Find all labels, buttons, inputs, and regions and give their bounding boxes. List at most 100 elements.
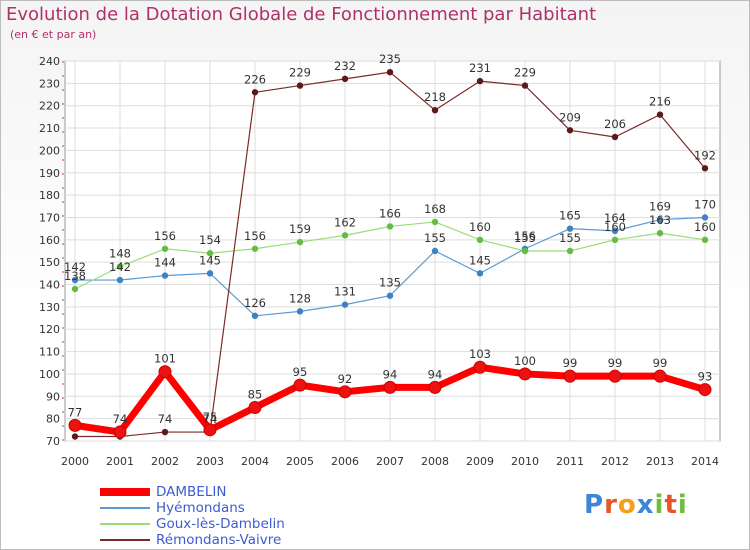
- data-label: 85: [248, 387, 263, 401]
- series-point-0: [608, 369, 622, 383]
- logo-letter: r: [604, 490, 618, 520]
- data-label: 162: [334, 215, 356, 229]
- x-tick-label: 2001: [106, 455, 134, 468]
- data-label: 99: [563, 356, 578, 370]
- series-point-1: [71, 276, 79, 284]
- legend-label: Rémondans-Vaivre: [156, 532, 282, 548]
- logo-letter: x: [636, 490, 655, 520]
- series-point-0: [473, 360, 487, 374]
- series-point-1: [431, 247, 439, 255]
- series-point-1: [161, 272, 169, 279]
- y-tick-label: 90: [46, 390, 60, 403]
- y-tick-label: 100: [39, 368, 60, 381]
- series-point-1: [701, 214, 709, 221]
- series-point-0: [653, 369, 667, 383]
- series-point-2: [251, 245, 259, 252]
- logo-letter: o: [617, 490, 637, 520]
- data-label: 101: [154, 352, 176, 366]
- series-point-0: [203, 423, 217, 437]
- series-point-2: [116, 263, 124, 270]
- y-tick-label: 110: [39, 346, 60, 359]
- legend-label: Goux-lès-Dambelin: [156, 516, 285, 532]
- series-point-3: [386, 68, 394, 76]
- y-tick-label: 200: [39, 144, 60, 157]
- series-point-0: [158, 365, 172, 379]
- x-tick-label: 2011: [556, 455, 584, 468]
- data-label: 128: [289, 291, 311, 305]
- data-label: 232: [334, 59, 356, 73]
- series-point-1: [476, 270, 484, 277]
- series-point-0: [338, 385, 352, 399]
- series-point-0: [68, 418, 82, 432]
- series-point-3: [161, 428, 169, 436]
- series-point-3: [566, 127, 574, 134]
- series-point-2: [431, 218, 439, 226]
- series-point-3: [341, 75, 349, 83]
- data-label: 154: [199, 233, 221, 247]
- series-point-1: [656, 216, 664, 223]
- y-tick-label: 240: [39, 55, 60, 68]
- series-point-1: [566, 225, 574, 232]
- series-point-3: [476, 77, 484, 85]
- data-label: 94: [383, 367, 398, 381]
- series-point-2: [521, 247, 529, 255]
- data-label: 131: [334, 285, 356, 299]
- series-point-2: [341, 232, 349, 239]
- series-point-1: [341, 301, 349, 308]
- chart-subtitle: (en € et par an): [10, 28, 97, 41]
- data-label: 100: [514, 354, 536, 368]
- data-label: 142: [109, 260, 131, 274]
- series-point-0: [293, 378, 307, 392]
- logo-letter: i: [677, 490, 688, 520]
- data-label: 155: [424, 231, 446, 245]
- data-label: 160: [469, 220, 491, 234]
- data-label: 209: [559, 110, 581, 124]
- x-tick-label: 2013: [646, 455, 674, 468]
- x-tick-label: 2014: [691, 455, 719, 468]
- data-label: 216: [649, 95, 671, 109]
- proxiti-logo: Proxiti: [584, 490, 688, 520]
- x-tick-label: 2010: [511, 455, 539, 468]
- series-point-1: [296, 308, 304, 315]
- data-label: 75: [203, 410, 218, 424]
- data-label: 231: [469, 61, 491, 75]
- data-label: 218: [424, 90, 446, 104]
- data-label: 155: [514, 231, 536, 245]
- series-point-0: [698, 383, 712, 397]
- data-label: 164: [604, 211, 626, 225]
- y-tick-label: 120: [39, 323, 60, 336]
- series-point-3: [521, 82, 529, 89]
- series-point-1: [206, 270, 214, 277]
- data-label: 74: [113, 412, 128, 426]
- data-label: 103: [469, 347, 491, 361]
- data-label: 94: [428, 367, 443, 381]
- legend-swatch: [100, 507, 150, 509]
- x-tick-label: 2008: [421, 455, 449, 468]
- data-label: 99: [653, 356, 668, 370]
- data-label: 169: [649, 200, 671, 214]
- y-tick-label: 220: [39, 100, 60, 113]
- y-tick-label: 160: [39, 234, 60, 247]
- series-point-0: [248, 400, 262, 414]
- x-tick-label: 2005: [286, 455, 314, 468]
- data-label: 93: [698, 370, 713, 384]
- legend-label: DAMBELIN: [156, 484, 227, 500]
- series-point-2: [656, 229, 664, 237]
- series-point-0: [563, 369, 577, 383]
- series-point-2: [386, 223, 394, 230]
- x-tick-label: 2003: [196, 455, 224, 468]
- data-label: 226: [244, 72, 266, 86]
- series-point-2: [296, 238, 304, 246]
- x-tick-label: 2012: [601, 455, 629, 468]
- data-label: 138: [64, 269, 86, 283]
- y-tick-label: 130: [39, 301, 60, 314]
- data-label: 235: [379, 52, 401, 66]
- data-label: 145: [199, 253, 221, 267]
- series-point-2: [161, 245, 169, 252]
- y-tick-label: 80: [46, 413, 60, 426]
- y-tick-label: 190: [39, 167, 60, 180]
- x-tick-label: 2006: [331, 455, 359, 468]
- series-point-3: [71, 433, 79, 440]
- y-tick-label: 180: [39, 189, 60, 202]
